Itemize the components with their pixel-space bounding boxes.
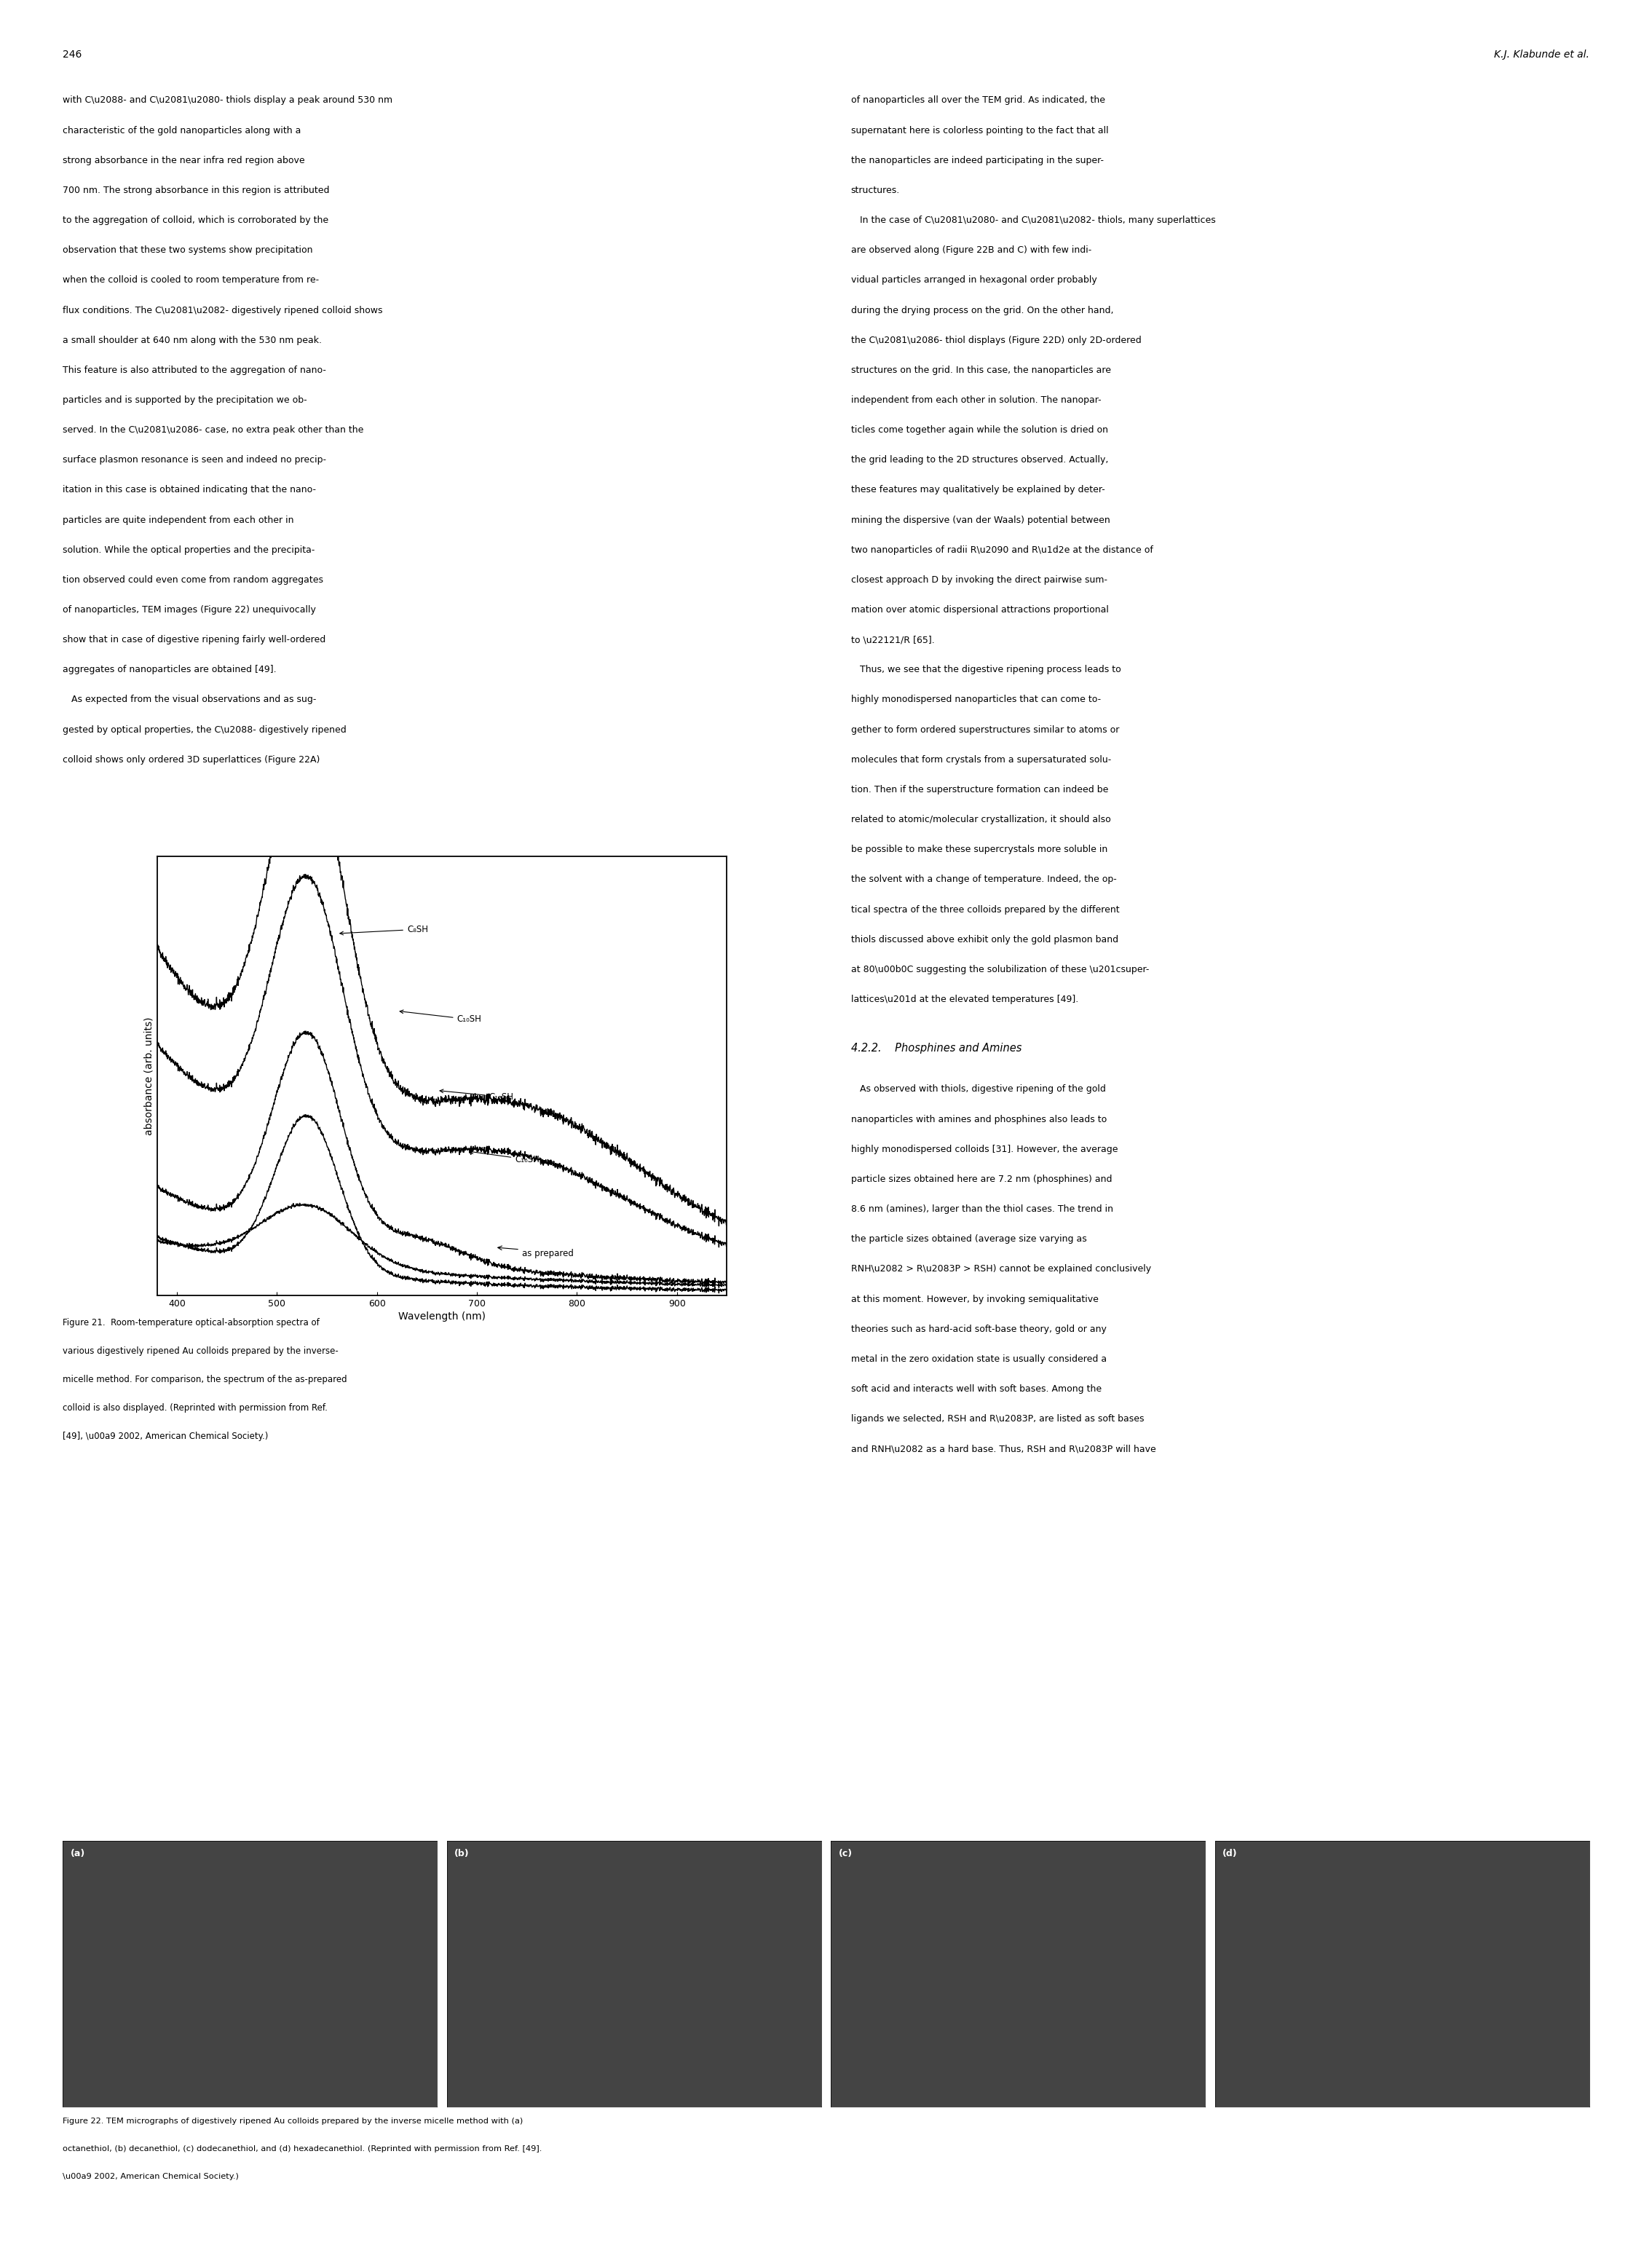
Text: itation in this case is obtained indicating that the nano-: itation in this case is obtained indicat…: [63, 484, 316, 496]
Text: particles are quite independent from each other in: particles are quite independent from eac…: [63, 516, 294, 525]
Text: 4.2.2.    Phosphines and Amines: 4.2.2. Phosphines and Amines: [851, 1043, 1021, 1054]
Text: particles and is supported by the precipitation we ob-: particles and is supported by the precip…: [63, 397, 307, 406]
Text: surface plasmon resonance is seen and indeed no precip-: surface plasmon resonance is seen and in…: [63, 455, 327, 464]
Text: highly monodispersed colloids [31]. However, the average: highly monodispersed colloids [31]. Howe…: [851, 1145, 1118, 1154]
Text: when the colloid is cooled to room temperature from re-: when the colloid is cooled to room tempe…: [63, 275, 319, 286]
Text: K.J. Klabunde et al.: K.J. Klabunde et al.: [1493, 50, 1589, 61]
Text: the C\u2081\u2086- thiol displays (Figure 22D) only 2D-ordered: the C\u2081\u2086- thiol displays (Figur…: [851, 336, 1142, 345]
Text: This feature is also attributed to the aggregation of nano-: This feature is also attributed to the a…: [63, 365, 325, 374]
Text: thiols discussed above exhibit only the gold plasmon band: thiols discussed above exhibit only the …: [851, 935, 1118, 944]
Text: related to atomic/molecular crystallization, it should also: related to atomic/molecular crystallizat…: [851, 816, 1110, 825]
Text: gether to form ordered superstructures similar to atoms or: gether to form ordered superstructures s…: [851, 725, 1118, 734]
Text: metal in the zero oxidation state is usually considered a: metal in the zero oxidation state is usu…: [851, 1354, 1107, 1363]
Text: to the aggregation of colloid, which is corroborated by the: to the aggregation of colloid, which is …: [63, 216, 329, 225]
Text: As observed with thiols, digestive ripening of the gold: As observed with thiols, digestive ripen…: [851, 1084, 1105, 1095]
Text: these features may qualitatively be explained by deter-: these features may qualitatively be expl…: [851, 484, 1105, 496]
Text: In the case of C\u2081\u2080- and C\u2081\u2082- thiols, many superlattices: In the case of C\u2081\u2080- and C\u208…: [851, 216, 1216, 225]
Text: during the drying process on the grid. On the other hand,: during the drying process on the grid. O…: [851, 306, 1113, 315]
Text: theories such as hard-acid soft-base theory, gold or any: theories such as hard-acid soft-base the…: [851, 1325, 1107, 1334]
Text: lattices\u201d at the elevated temperatures [49].: lattices\u201d at the elevated temperatu…: [851, 996, 1079, 1005]
Text: Thus, we see that the digestive ripening process leads to: Thus, we see that the digestive ripening…: [851, 665, 1120, 674]
Text: (a): (a): [71, 1850, 84, 1859]
Text: be possible to make these supercrystals more soluble in: be possible to make these supercrystals …: [851, 845, 1107, 854]
Text: independent from each other in solution. The nanopar-: independent from each other in solution.…: [851, 397, 1100, 406]
Text: highly monodispersed nanoparticles that can come to-: highly monodispersed nanoparticles that …: [851, 694, 1100, 705]
Text: gested by optical properties, the C\u2088- digestively ripened: gested by optical properties, the C\u208…: [63, 725, 347, 734]
Text: the particle sizes obtained (average size varying as: the particle sizes obtained (average siz…: [851, 1235, 1087, 1244]
Text: aggregates of nanoparticles are obtained [49].: aggregates of nanoparticles are obtained…: [63, 665, 276, 674]
Text: of nanoparticles, TEM images (Figure 22) unequivocally: of nanoparticles, TEM images (Figure 22)…: [63, 606, 316, 615]
Text: [49], \u00a9 2002, American Chemical Society.): [49], \u00a9 2002, American Chemical Soc…: [63, 1433, 268, 1442]
Text: strong absorbance in the near infra red region above: strong absorbance in the near infra red …: [63, 155, 306, 164]
Text: structures.: structures.: [851, 185, 900, 196]
Text: and RNH\u2082 as a hard base. Thus, RSH and R\u2083P will have: and RNH\u2082 as a hard base. Thus, RSH …: [851, 1444, 1156, 1453]
Text: observation that these two systems show precipitation: observation that these two systems show …: [63, 246, 312, 255]
Text: at this moment. However, by invoking semiqualitative: at this moment. However, by invoking sem…: [851, 1293, 1099, 1304]
Text: 246: 246: [63, 50, 83, 61]
Text: As expected from the visual observations and as sug-: As expected from the visual observations…: [63, 694, 317, 705]
Text: colloid is also displayed. (Reprinted with permission from Ref.: colloid is also displayed. (Reprinted wi…: [63, 1404, 327, 1413]
Text: at 80\u00b0C suggesting the solubilization of these \u201csuper-: at 80\u00b0C suggesting the solubilizati…: [851, 964, 1148, 973]
Text: tion observed could even come from random aggregates: tion observed could even come from rando…: [63, 575, 324, 586]
Text: RNH\u2082 > R\u2083P > RSH) cannot be explained conclusively: RNH\u2082 > R\u2083P > RSH) cannot be ex…: [851, 1264, 1151, 1273]
Text: served. In the C\u2081\u2086- case, no extra peak other than the: served. In the C\u2081\u2086- case, no e…: [63, 426, 363, 435]
Text: tion. Then if the superstructure formation can indeed be: tion. Then if the superstructure formati…: [851, 784, 1108, 795]
Text: solution. While the optical properties and the precipita-: solution. While the optical properties a…: [63, 545, 316, 554]
Text: mation over atomic dispersional attractions proportional: mation over atomic dispersional attracti…: [851, 606, 1108, 615]
Text: two nanoparticles of radii R\u2090 and R\u1d2e at the distance of: two nanoparticles of radii R\u2090 and R…: [851, 545, 1153, 554]
Text: soft acid and interacts well with soft bases. Among the: soft acid and interacts well with soft b…: [851, 1383, 1102, 1395]
Text: C₁₆SH: C₁₆SH: [469, 1151, 540, 1165]
Text: 8.6 nm (amines), larger than the thiol cases. The trend in: 8.6 nm (amines), larger than the thiol c…: [851, 1205, 1113, 1214]
Text: (b): (b): [454, 1850, 469, 1859]
Text: C₁₀SH: C₁₀SH: [400, 1009, 482, 1025]
X-axis label: Wavelength (nm): Wavelength (nm): [398, 1311, 486, 1323]
Text: to \u22121/R [65].: to \u22121/R [65].: [851, 635, 935, 644]
Text: mining the dispersive (van der Waals) potential between: mining the dispersive (van der Waals) po…: [851, 516, 1110, 525]
Text: micelle method. For comparison, the spectrum of the as-prepared: micelle method. For comparison, the spec…: [63, 1374, 347, 1383]
Text: closest approach D by invoking the direct pairwise sum-: closest approach D by invoking the direc…: [851, 575, 1107, 586]
Text: octanethiol, (b) decanethiol, (c) dodecanethiol, and (d) hexadecanethiol. (Repri: octanethiol, (b) decanethiol, (c) dodeca…: [63, 2145, 542, 2152]
Text: ticles come together again while the solution is dried on: ticles come together again while the sol…: [851, 426, 1108, 435]
Text: various digestively ripened Au colloids prepared by the inverse-: various digestively ripened Au colloids …: [63, 1347, 339, 1356]
Text: tical spectra of the three colloids prepared by the different: tical spectra of the three colloids prep…: [851, 906, 1118, 915]
Text: flux conditions. The C\u2081\u2082- digestively ripened colloid shows: flux conditions. The C\u2081\u2082- dige…: [63, 306, 383, 315]
Text: with C\u2088- and C\u2081\u2080- thiols display a peak around 530 nm: with C\u2088- and C\u2081\u2080- thiols …: [63, 95, 393, 106]
Text: structures on the grid. In this case, the nanoparticles are: structures on the grid. In this case, th…: [851, 365, 1110, 374]
Text: (c): (c): [839, 1850, 852, 1859]
Text: 700 nm. The strong absorbance in this region is attributed: 700 nm. The strong absorbance in this re…: [63, 185, 330, 196]
Text: a small shoulder at 640 nm along with the 530 nm peak.: a small shoulder at 640 nm along with th…: [63, 336, 322, 345]
Text: of nanoparticles all over the TEM grid. As indicated, the: of nanoparticles all over the TEM grid. …: [851, 95, 1105, 106]
Text: particle sizes obtained here are 7.2 nm (phosphines) and: particle sizes obtained here are 7.2 nm …: [851, 1174, 1112, 1185]
Text: as prepared: as prepared: [522, 1248, 573, 1259]
Text: ligands we selected, RSH and R\u2083P, are listed as soft bases: ligands we selected, RSH and R\u2083P, a…: [851, 1415, 1143, 1424]
Text: colloid shows only ordered 3D superlattices (Figure 22A): colloid shows only ordered 3D superlatti…: [63, 755, 320, 764]
Text: Figure 21.  Room-temperature optical-absorption spectra of: Figure 21. Room-temperature optical-abso…: [63, 1318, 319, 1327]
Text: molecules that form crystals from a supersaturated solu-: molecules that form crystals from a supe…: [851, 755, 1110, 764]
Text: vidual particles arranged in hexagonal order probably: vidual particles arranged in hexagonal o…: [851, 275, 1097, 286]
Text: characteristic of the gold nanoparticles along with a: characteristic of the gold nanoparticles…: [63, 126, 301, 135]
Text: nanoparticles with amines and phosphines also leads to: nanoparticles with amines and phosphines…: [851, 1115, 1107, 1124]
Text: supernatant here is colorless pointing to the fact that all: supernatant here is colorless pointing t…: [851, 126, 1108, 135]
Text: \u00a9 2002, American Chemical Society.): \u00a9 2002, American Chemical Society.): [63, 2172, 240, 2181]
Text: are observed along (Figure 22B and C) with few indi-: are observed along (Figure 22B and C) wi…: [851, 246, 1092, 255]
Text: C₈SH: C₈SH: [340, 924, 428, 935]
Text: the nanoparticles are indeed participating in the super-: the nanoparticles are indeed participati…: [851, 155, 1104, 164]
Y-axis label: absorbance (arb. units): absorbance (arb. units): [144, 1016, 154, 1136]
Text: the solvent with a change of temperature. Indeed, the op-: the solvent with a change of temperature…: [851, 874, 1117, 885]
Text: Figure 22. TEM micrographs of digestively ripened Au colloids prepared by the in: Figure 22. TEM micrographs of digestivel…: [63, 2118, 524, 2125]
Text: the grid leading to the 2D structures observed. Actually,: the grid leading to the 2D structures ob…: [851, 455, 1108, 464]
Text: (d): (d): [1222, 1850, 1237, 1859]
Text: show that in case of digestive ripening fairly well-ordered: show that in case of digestive ripening …: [63, 635, 325, 644]
Text: C₁₂SH: C₁₂SH: [439, 1090, 514, 1102]
